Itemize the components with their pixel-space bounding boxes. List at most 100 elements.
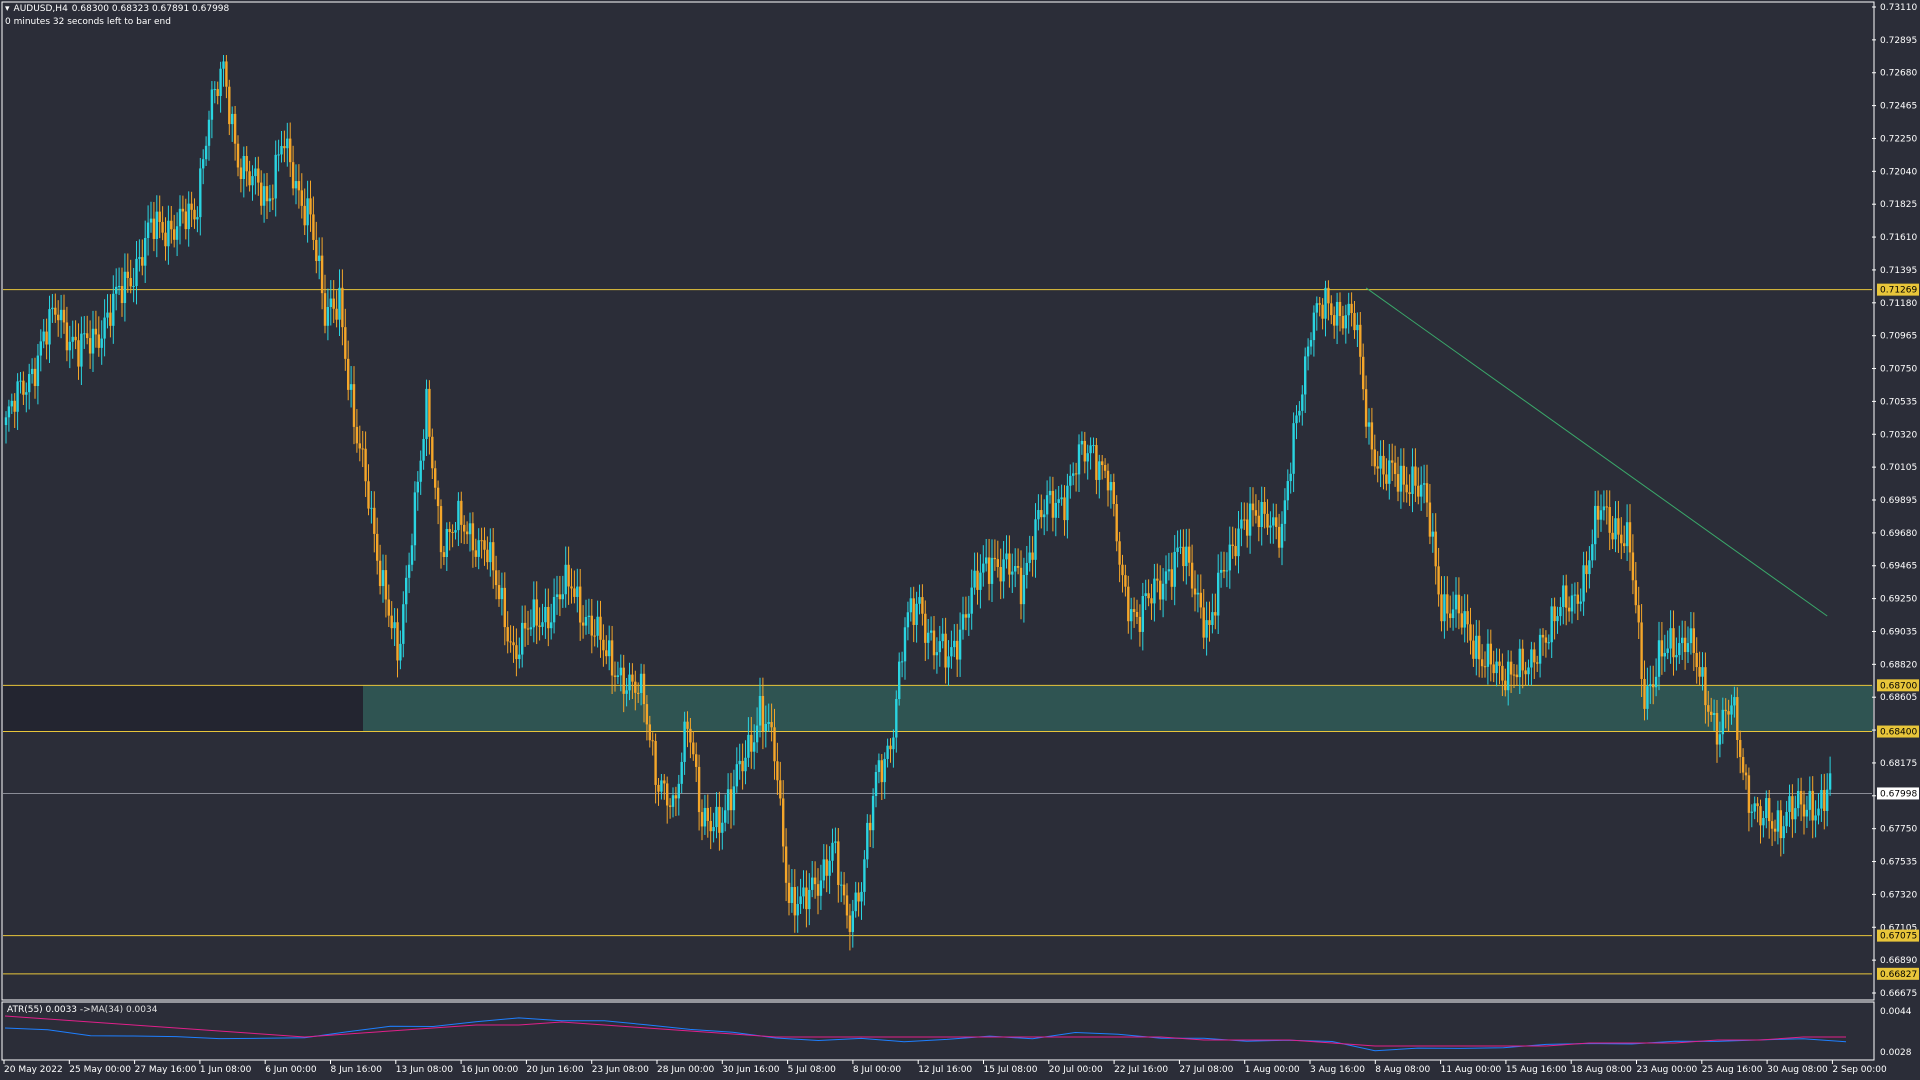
- candle-body: [283, 146, 286, 149]
- price-axis[interactable]: 0.73110 0.72895 0.72680 0.72465 0.72250 0.720…: [1872, 3, 1919, 999]
- candle-body: [431, 436, 434, 469]
- candle-body: [724, 810, 727, 823]
- candle-body: [1608, 506, 1611, 533]
- candle: [1219, 551, 1223, 588]
- candle: [1060, 484, 1063, 506]
- candle-body: [1414, 466, 1417, 486]
- candle: [1321, 298, 1324, 330]
- candle: [651, 732, 654, 756]
- candle: [1733, 686, 1736, 718]
- candle-body: [181, 208, 185, 212]
- candle: [228, 79, 231, 136]
- candle-body: [1443, 594, 1446, 622]
- candle: [1086, 444, 1089, 480]
- candle: [1463, 594, 1466, 643]
- candle: [953, 624, 956, 658]
- candle: [1376, 451, 1379, 483]
- candle: [967, 595, 970, 636]
- candle-body: [1483, 666, 1487, 668]
- candle-body: [1364, 389, 1368, 427]
- candle-body: [248, 171, 251, 186]
- candle: [465, 521, 469, 544]
- candle-body: [1605, 506, 1608, 508]
- candle: [39, 329, 42, 372]
- time-label: 5 Jul 08:00: [788, 1065, 837, 1075]
- candle: [1022, 557, 1026, 623]
- candle-body: [489, 542, 492, 563]
- candle-body: [889, 745, 892, 750]
- price-label: 0.66675: [1880, 989, 1917, 999]
- candle-body: [518, 654, 521, 660]
- trendline[interactable]: [1365, 287, 1828, 617]
- candle-body: [532, 599, 535, 628]
- candle: [1454, 577, 1458, 628]
- candle: [1686, 626, 1690, 663]
- dropdown-triangle-icon[interactable]: ▾: [5, 4, 10, 14]
- candle: [1802, 790, 1806, 835]
- candle-body: [709, 820, 712, 832]
- candle-body: [1660, 640, 1664, 657]
- candle-body: [1237, 528, 1240, 557]
- candle-body: [822, 859, 825, 881]
- candle-body: [442, 552, 446, 557]
- candle-body: [1820, 790, 1823, 809]
- candle-body: [1657, 640, 1661, 677]
- candle: [1092, 437, 1095, 454]
- candle: [1750, 804, 1753, 828]
- candle-body: [790, 887, 794, 903]
- ma-line: [4, 1015, 1846, 1047]
- candle: [213, 81, 216, 104]
- candle-body: [1167, 569, 1171, 572]
- candle-body: [1112, 482, 1115, 505]
- candle-body: [1440, 594, 1443, 622]
- candle-body: [190, 203, 193, 210]
- candle-body: [1338, 301, 1342, 316]
- candle-body: [579, 586, 582, 623]
- candle-body: [1333, 315, 1336, 326]
- candle-body: [1309, 340, 1313, 347]
- candle: [1710, 697, 1713, 722]
- candle-body: [1103, 465, 1107, 471]
- candle: [648, 715, 651, 748]
- candle: [1045, 480, 1049, 532]
- candle: [1431, 513, 1434, 553]
- time-axis[interactable]: 20 May 2022 25 May 00:00 27 May 16:00 1 Jun…: [3, 1060, 1887, 1075]
- candle: [581, 605, 585, 639]
- candle-body: [987, 557, 991, 584]
- candle-body: [1034, 519, 1037, 560]
- candle: [1257, 500, 1260, 542]
- candle: [367, 464, 370, 516]
- candle-body: [1292, 423, 1295, 474]
- candle-body: [1744, 772, 1748, 776]
- candle-body: [697, 766, 701, 813]
- candle-body: [77, 340, 80, 367]
- price-label: 0.68820: [1880, 660, 1917, 670]
- candle: [1744, 764, 1748, 790]
- candle-body: [289, 138, 292, 163]
- candle: [91, 310, 95, 372]
- candle-body: [439, 506, 443, 553]
- candle-body: [1591, 544, 1594, 561]
- candle-body: [909, 598, 912, 613]
- candle: [109, 294, 112, 338]
- candle: [1608, 490, 1611, 551]
- candle-body: [1672, 628, 1675, 658]
- candle-body: [335, 308, 338, 320]
- candle-body: [1266, 513, 1269, 528]
- candle: [886, 738, 889, 768]
- candle: [1765, 790, 1768, 829]
- candle: [1599, 494, 1603, 532]
- candle-body: [550, 622, 553, 629]
- candle: [347, 340, 350, 401]
- candle: [770, 703, 773, 742]
- candle-body: [831, 842, 834, 861]
- candle: [30, 358, 34, 384]
- candle: [1753, 796, 1756, 820]
- candle-body: [451, 532, 454, 534]
- time-label: 13 Jun 08:00: [396, 1065, 453, 1075]
- candle: [25, 382, 28, 413]
- candle: [735, 747, 738, 793]
- main-chart-frame: [1, 1, 1875, 1001]
